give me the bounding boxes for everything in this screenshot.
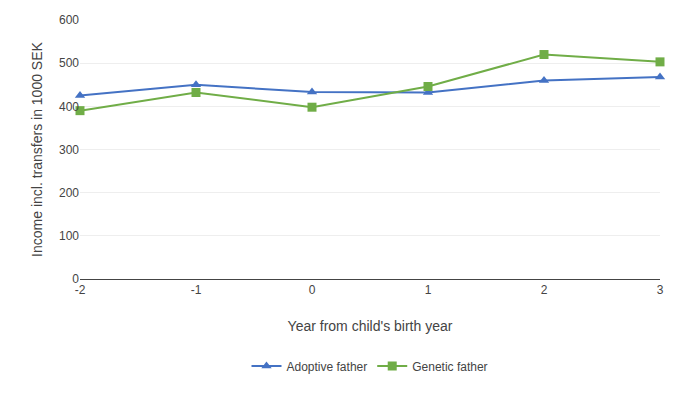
svg-text:100: 100 xyxy=(59,229,79,243)
svg-text:300: 300 xyxy=(59,143,79,157)
svg-text:500: 500 xyxy=(59,56,79,70)
svg-text:Year from child's birth year: Year from child's birth year xyxy=(288,318,453,334)
svg-text:-2: -2 xyxy=(75,283,86,297)
svg-text:Adoptive father: Adoptive father xyxy=(287,360,368,374)
svg-text:2: 2 xyxy=(541,283,548,297)
svg-text:600: 600 xyxy=(59,13,79,27)
svg-text:3: 3 xyxy=(657,283,664,297)
svg-text:-1: -1 xyxy=(191,283,202,297)
svg-text:Genetic father: Genetic father xyxy=(412,360,487,374)
svg-text:0: 0 xyxy=(72,272,79,286)
svg-text:400: 400 xyxy=(59,100,79,114)
svg-text:0: 0 xyxy=(309,283,316,297)
svg-text:1: 1 xyxy=(425,283,432,297)
svg-text:Income incl. transfers in 1000: Income incl. transfers in 1000 SEK xyxy=(29,41,45,256)
svg-text:200: 200 xyxy=(59,186,79,200)
